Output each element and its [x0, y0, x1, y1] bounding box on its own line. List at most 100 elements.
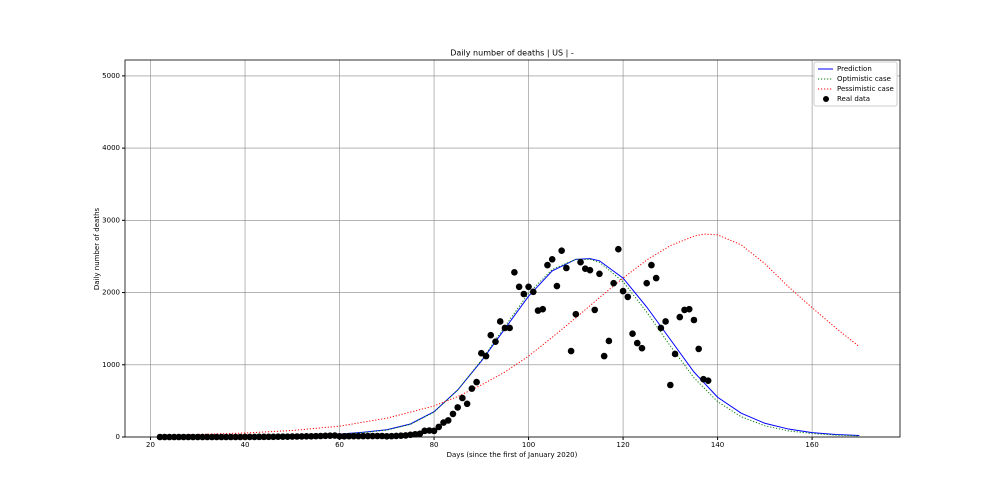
data-point: [270, 433, 277, 441]
data-point: [591, 306, 599, 314]
line-series: [159, 258, 860, 438]
data-point: [624, 293, 632, 301]
data-point: [563, 264, 570, 272]
data-point: [529, 288, 537, 296]
data-point: [643, 279, 651, 287]
data-point: [577, 258, 584, 266]
data-point: [156, 433, 164, 441]
legend-marker: [823, 96, 829, 102]
data-point: [255, 433, 263, 441]
data-point: [237, 433, 244, 441]
data-point: [317, 432, 324, 440]
data-point: [596, 270, 603, 278]
data-point: [482, 352, 490, 360]
data-point: [232, 433, 239, 441]
x-tick-label: 40: [241, 441, 250, 449]
data-point: [520, 290, 528, 298]
y-tick-label: 0: [116, 433, 120, 441]
x-tick-label: 100: [522, 441, 535, 449]
data-point: [218, 433, 225, 441]
x-tick-label: 60: [335, 441, 344, 449]
data-point: [208, 433, 216, 441]
data-point: [610, 279, 617, 287]
data-point: [359, 432, 367, 440]
legend-label: Real data: [837, 95, 870, 103]
data-point: [501, 324, 509, 332]
data-point: [459, 394, 466, 402]
data-point: [416, 430, 424, 438]
x-tick-label: 140: [711, 441, 724, 449]
data-point: [492, 338, 499, 345]
data-point: [487, 331, 495, 339]
data-point: [161, 433, 168, 441]
data-point: [421, 427, 428, 435]
data-point: [657, 324, 665, 332]
data-point: [478, 349, 485, 357]
data-point: [170, 433, 178, 441]
x-tick-label: 120: [616, 441, 629, 449]
data-point: [496, 318, 504, 325]
data-point: [203, 433, 211, 441]
data-point: [185, 433, 192, 441]
data-point: [652, 274, 660, 282]
data-point: [345, 432, 353, 440]
data-point: [704, 377, 712, 384]
data-point: [180, 433, 187, 441]
data-point: [312, 432, 320, 440]
data-point: [473, 378, 480, 386]
data-point: [288, 433, 296, 440]
x-tick-label: 80: [430, 441, 439, 449]
data-point: [449, 410, 457, 418]
data-point: [340, 432, 348, 440]
x-tick-label: 160: [805, 441, 818, 449]
data-point: [392, 432, 400, 440]
data-point: [265, 433, 272, 441]
data-point: [189, 433, 197, 441]
data-point: [293, 433, 301, 440]
x-axis-label: Days (since the first of January 2020): [447, 451, 578, 459]
y-tick-label: 1000: [102, 361, 120, 369]
y-tick-label: 2000: [102, 289, 120, 297]
data-point: [572, 310, 580, 318]
data-point: [567, 347, 575, 355]
y-tick-label: 3000: [102, 216, 120, 224]
data-point: [511, 269, 518, 276]
data-point: [548, 256, 556, 263]
data-point: [326, 432, 334, 440]
data-point: [676, 313, 684, 321]
y-axis-label: Daily number of deaths: [93, 207, 101, 290]
legend-box: [813, 61, 898, 107]
data-point: [586, 266, 594, 274]
data-point: [284, 433, 291, 440]
data-point: [388, 432, 395, 440]
data-point: [303, 433, 310, 440]
data-point: [383, 432, 391, 440]
data-point: [525, 283, 532, 291]
data-point: [194, 433, 202, 441]
chart-title: Daily number of deaths | US | -: [450, 49, 574, 58]
x-tick-label: 20: [146, 441, 155, 449]
data-point: [667, 381, 674, 389]
data-point: [374, 432, 381, 440]
data-point: [307, 432, 315, 440]
data-point: [279, 433, 287, 440]
y-tick-label: 4000: [102, 144, 120, 152]
legend-label: Pessimistic case: [837, 85, 894, 93]
y-tick-label: 5000: [102, 72, 120, 80]
data-point: [638, 344, 646, 352]
data-point: [369, 432, 376, 440]
line-series: [159, 233, 860, 437]
data-point: [685, 305, 693, 313]
data-point: [430, 427, 438, 435]
data-point: [355, 432, 362, 440]
data-point: [544, 261, 551, 269]
data-point: [364, 432, 372, 440]
data-point: [615, 245, 622, 253]
data-point: [378, 432, 386, 440]
data-point: [671, 350, 679, 358]
data-point: [553, 282, 561, 290]
data-point: [322, 432, 329, 440]
data-point: [605, 337, 613, 345]
data-point: [246, 433, 254, 441]
data-point: [662, 318, 669, 325]
